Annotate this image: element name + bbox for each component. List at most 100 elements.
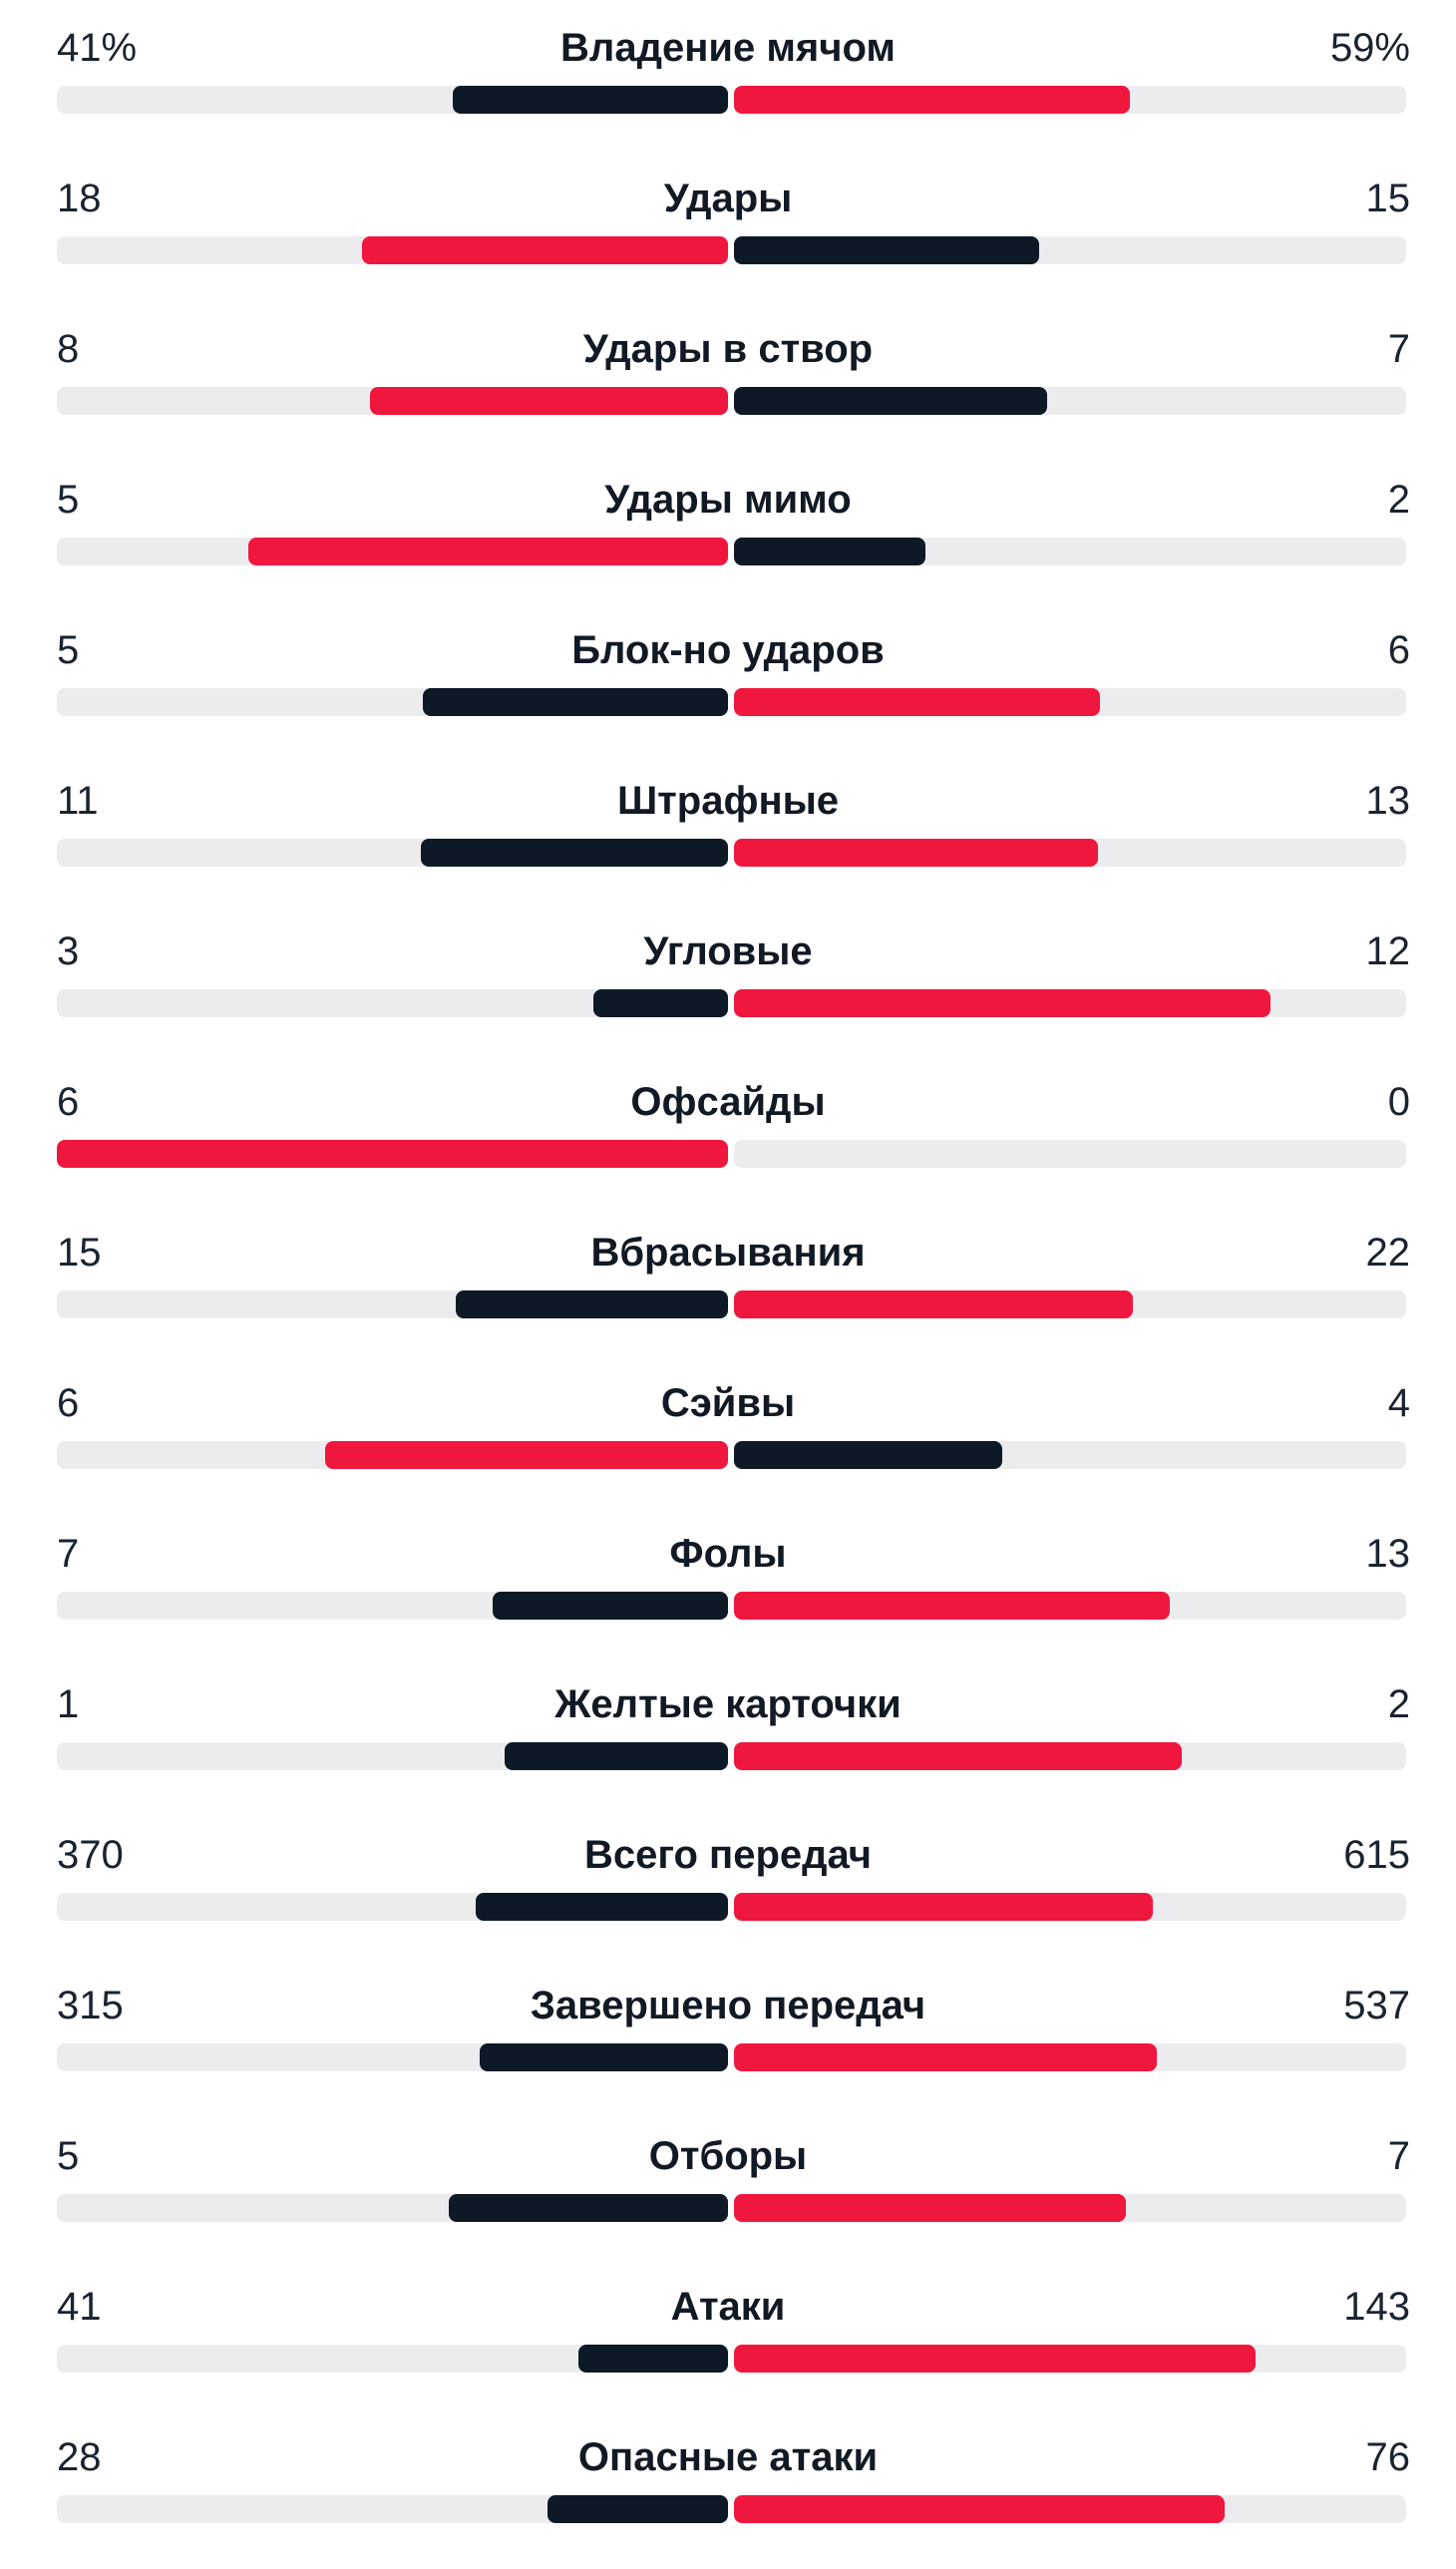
stat-label: Фолы — [669, 1532, 787, 1576]
stat-row-tackles: 5 Отборы 7 — [0, 2118, 1456, 2268]
home-bar-fill — [593, 989, 728, 1017]
stat-row-dangerous-attacks: 28 Опасные атаки 76 — [0, 2419, 1456, 2569]
away-bar-fill — [734, 86, 1130, 114]
stat-row-shots-on-target: 8 Удары в створ 7 — [0, 311, 1456, 461]
away-bar-fill — [734, 1592, 1170, 1620]
home-value: 3 — [57, 929, 80, 973]
home-bar-fill — [578, 2345, 728, 2373]
away-value: 59% — [1329, 26, 1410, 70]
stat-label: Офсайды — [630, 1080, 826, 1124]
away-bar-fill — [734, 387, 1047, 415]
stat-row-saves: 6 Сэйвы 4 — [0, 1365, 1456, 1515]
home-bar-fill — [57, 1140, 728, 1168]
stat-label: Штрафные — [616, 779, 840, 823]
away-value: 7 — [1387, 327, 1410, 371]
stat-row-free-kicks: 11 Штрафные 13 — [0, 763, 1456, 913]
stat-label: Всего передач — [583, 1833, 872, 1877]
away-bar-fill — [734, 2043, 1157, 2071]
stat-label: Завершено передач — [530, 1984, 926, 2027]
stat-label: Удары мимо — [604, 478, 852, 522]
away-bar-fill — [734, 2345, 1256, 2373]
away-bar-fill — [734, 1742, 1182, 1770]
away-value: 615 — [1343, 1833, 1410, 1877]
home-bar-fill — [547, 2495, 728, 2523]
away-bar-fill — [734, 236, 1039, 264]
stat-label: Угловые — [643, 929, 813, 973]
home-value: 11 — [57, 779, 99, 823]
away-bar-fill — [734, 2495, 1225, 2523]
away-bar-fill — [734, 2194, 1126, 2222]
stat-row-shots-off-target: 5 Удары мимо 2 — [0, 462, 1456, 611]
stat-label: Удары — [663, 177, 793, 220]
stat-row-total-passes: 370 Всего передач 615 — [0, 1817, 1456, 1967]
away-bar-fill — [734, 1290, 1133, 1318]
away-bar-fill — [734, 989, 1271, 1017]
home-bar-fill — [505, 1742, 728, 1770]
away-value: 2 — [1387, 1682, 1410, 1726]
stat-label: Удары в створ — [582, 327, 874, 371]
home-value: 6 — [57, 1080, 80, 1124]
stat-label: Владение мячом — [560, 26, 896, 70]
home-value: 8 — [57, 327, 80, 371]
away-value: 7 — [1387, 2134, 1410, 2178]
home-value: 5 — [57, 478, 80, 522]
away-value: 76 — [1365, 2435, 1411, 2479]
home-value: 15 — [57, 1231, 102, 1275]
away-value: 2 — [1387, 478, 1410, 522]
stat-row-corners: 3 Угловые 12 — [0, 914, 1456, 1063]
home-bar-fill — [453, 86, 728, 114]
home-value: 7 — [57, 1532, 80, 1576]
away-bar-track — [734, 1140, 1406, 1168]
away-bar-fill — [734, 538, 925, 565]
away-value: 22 — [1365, 1231, 1411, 1275]
stat-label: Отборы — [648, 2134, 808, 2178]
stat-label: Опасные атаки — [577, 2435, 879, 2479]
stat-row-attacks: 41 Атаки 143 — [0, 2269, 1456, 2418]
home-value: 1 — [57, 1682, 80, 1726]
stat-row-throw-ins: 15 Вбрасывания 22 — [0, 1215, 1456, 1364]
away-value: 15 — [1365, 177, 1411, 220]
away-value: 12 — [1365, 929, 1411, 973]
home-value: 5 — [57, 2134, 80, 2178]
home-bar-fill — [248, 538, 728, 565]
away-value: 0 — [1387, 1080, 1410, 1124]
stat-label: Вбрасывания — [590, 1231, 866, 1275]
stat-row-completed-passes: 315 Завершено передач 537 — [0, 1968, 1456, 2117]
away-value: 537 — [1343, 1984, 1410, 2027]
home-bar-fill — [476, 1893, 728, 1921]
stat-row-yellow-cards: 1 Желтые карточки 2 — [0, 1666, 1456, 1816]
home-bar-fill — [493, 1592, 728, 1620]
home-bar-fill — [362, 236, 728, 264]
stat-row-blocked-shots: 5 Блок-но ударов 6 — [0, 612, 1456, 762]
stat-row-possession: 41% Владение мячом 59% — [0, 10, 1456, 160]
home-bar-fill — [421, 839, 728, 867]
home-bar-fill — [456, 1290, 728, 1318]
home-bar-fill — [449, 2194, 728, 2222]
home-value: 41% — [57, 26, 138, 70]
away-value: 143 — [1343, 2285, 1410, 2329]
home-value: 28 — [57, 2435, 102, 2479]
away-value: 4 — [1387, 1381, 1410, 1425]
home-bar-fill — [480, 2043, 728, 2071]
home-bar-fill — [325, 1441, 728, 1469]
home-value: 18 — [57, 177, 102, 220]
home-bar-fill — [370, 387, 728, 415]
stat-row-fouls: 7 Фолы 13 — [0, 1516, 1456, 1665]
stat-label: Желтые карточки — [554, 1682, 902, 1726]
away-value: 6 — [1387, 628, 1410, 672]
away-bar-fill — [734, 1441, 1002, 1469]
stat-row-offsides: 6 Офсайды 0 — [0, 1064, 1456, 1214]
home-value: 6 — [57, 1381, 80, 1425]
away-bar-fill — [734, 1893, 1153, 1921]
stat-row-shots: 18 Удары 15 — [0, 161, 1456, 310]
home-value: 370 — [57, 1833, 124, 1877]
stat-label: Сэйвы — [660, 1381, 796, 1425]
away-bar-fill — [734, 839, 1098, 867]
away-value: 13 — [1365, 779, 1411, 823]
home-value: 315 — [57, 1984, 124, 2027]
away-value: 13 — [1365, 1532, 1411, 1576]
home-bar-fill — [423, 688, 728, 716]
stat-label: Блок-но ударов — [571, 628, 885, 672]
home-value: 5 — [57, 628, 80, 672]
